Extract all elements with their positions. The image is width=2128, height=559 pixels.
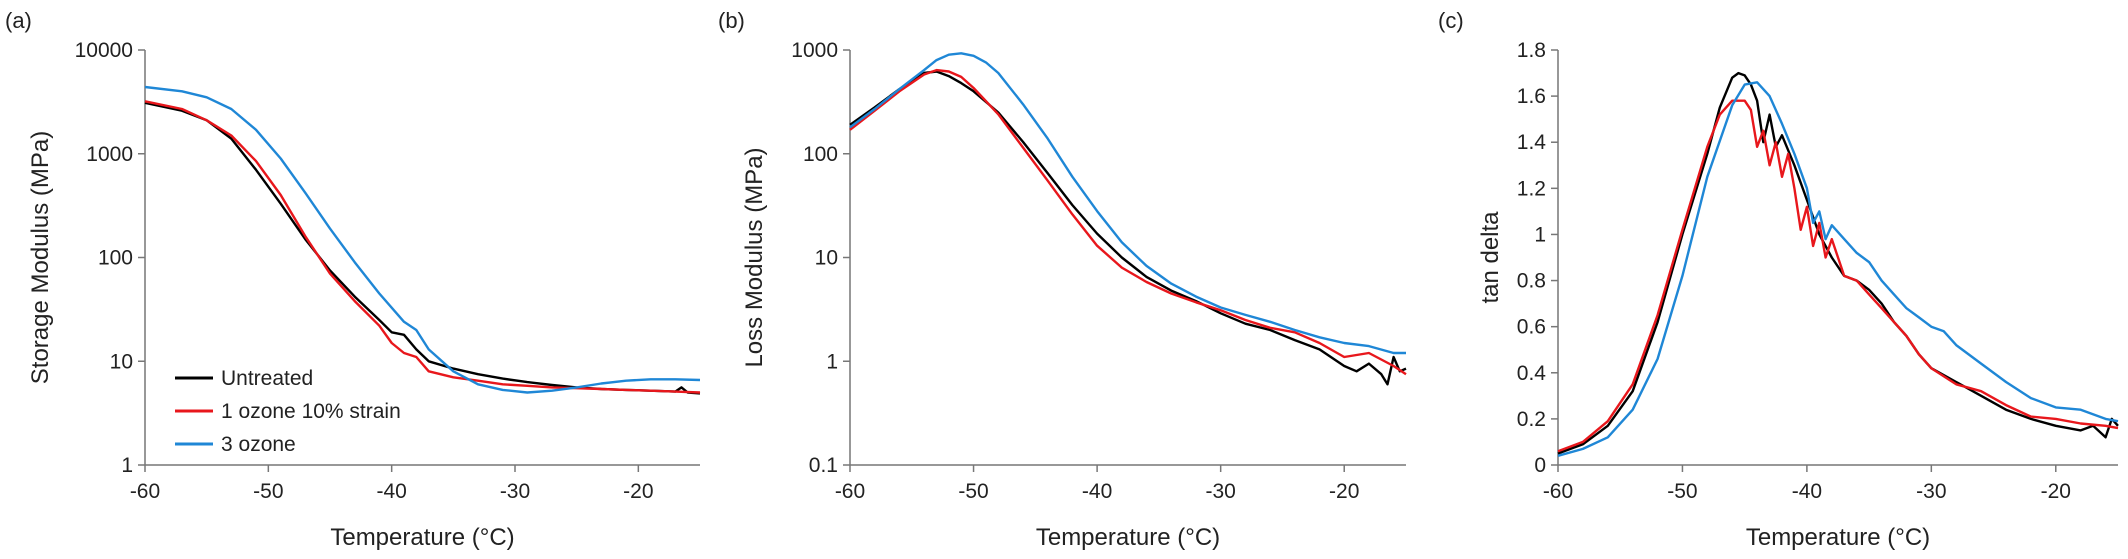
x-tick-label: -30 bbox=[1205, 480, 1235, 503]
y-tick-label: 1 bbox=[826, 350, 838, 373]
y-tick-label: 1.2 bbox=[1517, 177, 1546, 200]
series-line-3-ozone bbox=[1557, 81, 2119, 457]
y-tick-label: 0.6 bbox=[1517, 316, 1546, 339]
y-tick-label: 1.6 bbox=[1517, 85, 1546, 108]
y-tick-label: 100 bbox=[803, 143, 838, 166]
x-tick-label: -40 bbox=[1082, 480, 1112, 503]
y-tick-label: 0.8 bbox=[1517, 270, 1546, 293]
series-line-3-ozone bbox=[144, 85, 701, 394]
y-tick-label: 1000 bbox=[86, 143, 133, 166]
x-tick-label: -40 bbox=[1792, 480, 1822, 503]
x-axis-title: Temperature (°C) bbox=[1036, 524, 1220, 551]
y-tick-label: 1.4 bbox=[1517, 131, 1547, 154]
x-tick-label: -30 bbox=[1916, 480, 1946, 503]
x-axis-title: Temperature (°C) bbox=[1746, 524, 1930, 551]
y-tick-label: 1 bbox=[1534, 223, 1546, 246]
series-line-untreated bbox=[144, 101, 701, 395]
series-line-untreated bbox=[1557, 71, 2119, 455]
panel-label: (c) bbox=[1438, 8, 1464, 33]
legend-label: Untreated bbox=[221, 367, 313, 390]
y-tick-label: 0.4 bbox=[1517, 362, 1547, 385]
y-tick-label: 0 bbox=[1534, 454, 1546, 477]
x-tick-label: -50 bbox=[1667, 480, 1697, 503]
x-tick-label: -20 bbox=[1329, 480, 1359, 503]
panel-label: (a) bbox=[5, 8, 32, 33]
x-tick-label: -50 bbox=[958, 480, 988, 503]
x-tick-label: -60 bbox=[835, 480, 865, 503]
y-axis-title: Storage Modulus (MPa) bbox=[27, 131, 54, 384]
series-line-1-ozone-10-strain bbox=[1557, 99, 2119, 453]
chart-panel-1: (a) 1 10 100 1000 10000 -60 -50 -40 -30 -20 Tempera… bbox=[5, 8, 701, 551]
series-line-untreated bbox=[849, 70, 1407, 386]
chart-panel-3: (c) 0 0.2 0.4 0.6 0.8 1 1.2 1.4 1.6 1.8 -60 -50 -40 -3… bbox=[1438, 8, 2119, 551]
legend-label: 3 ozone bbox=[221, 433, 296, 456]
x-tick-label: -50 bbox=[253, 480, 283, 503]
y-tick-label: 0.2 bbox=[1517, 408, 1546, 431]
x-tick-label: -40 bbox=[376, 480, 406, 503]
y-tick-label: 10 bbox=[815, 247, 838, 270]
y-tick-label: 0.1 bbox=[809, 454, 838, 477]
y-axis-title: Loss Modulus (MPa) bbox=[741, 147, 768, 367]
chart-panel-2: (b) 0.1 1 10 100 1000 -60 -50 -40 -30 -20 Temperatu… bbox=[718, 8, 1407, 551]
y-tick-label: 1000 bbox=[791, 39, 838, 62]
x-axis-title: Temperature (°C) bbox=[330, 524, 514, 551]
panel-label: (b) bbox=[718, 8, 745, 33]
series-line-1-ozone-10-strain bbox=[849, 68, 1407, 376]
x-tick-label: -60 bbox=[130, 480, 160, 503]
series-line-1-ozone-10-strain bbox=[144, 100, 701, 394]
y-tick-label: 10 bbox=[110, 350, 133, 373]
y-axis-title: tan delta bbox=[1477, 211, 1504, 304]
y-tick-label: 1 bbox=[121, 454, 133, 477]
y-tick-label: 10000 bbox=[75, 39, 133, 62]
y-tick-label: 100 bbox=[98, 247, 133, 270]
x-tick-label: -20 bbox=[623, 480, 653, 503]
x-tick-label: -60 bbox=[1543, 480, 1573, 503]
legend: Untreated 1 ozone 10% strain 3 ozone bbox=[175, 367, 401, 456]
x-tick-label: -30 bbox=[500, 480, 530, 503]
series-line-3-ozone bbox=[849, 52, 1406, 355]
y-tick-label: 1.8 bbox=[1517, 39, 1546, 62]
x-tick-label: -20 bbox=[2041, 480, 2071, 503]
legend-label: 1 ozone 10% strain bbox=[221, 400, 401, 423]
